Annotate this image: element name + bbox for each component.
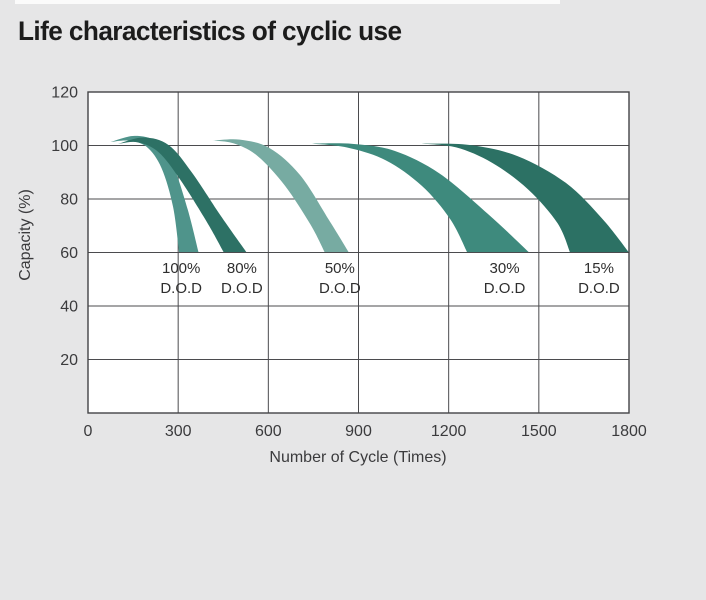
dod-label-percent: 50% — [325, 260, 355, 277]
dod-label-dod: D.O.D — [484, 280, 526, 297]
plot-frame — [87, 91, 630, 414]
y-tick-label: 40 — [60, 299, 78, 316]
band-15-d-o-d — [421, 143, 629, 253]
y-tick-label: 60 — [60, 245, 78, 262]
dod-label-dod: D.O.D — [578, 280, 620, 297]
band-80-d-o-d — [118, 137, 247, 253]
dod-label-percent: 15% — [584, 260, 614, 277]
x-tick-label: 900 — [345, 423, 372, 440]
dod-bands — [110, 135, 629, 253]
x-axis-title: Number of Cycle (Times) — [269, 449, 446, 466]
page-top-highlight — [15, 0, 560, 4]
y-tick-label: 120 — [51, 85, 78, 102]
band-100-d-o-d — [110, 135, 199, 253]
x-tick-label: 300 — [165, 423, 192, 440]
x-tick-label: 1800 — [611, 423, 647, 440]
dod-label-percent: 80% — [227, 260, 257, 277]
x-tick-label: 1200 — [431, 423, 467, 440]
dod-label-dod: D.O.D — [221, 280, 263, 297]
y-axis-ticks: 120 100 80 60 40 20 — [51, 85, 78, 370]
y-tick-label: 100 — [51, 138, 78, 155]
x-tick-label: 0 — [84, 423, 93, 440]
dod-label-dod: D.O.D — [160, 280, 202, 297]
dod-label-percent: 30% — [490, 260, 520, 277]
y-tick-label: 80 — [60, 192, 78, 209]
x-tick-label: 1500 — [521, 423, 557, 440]
x-tick-label: 600 — [255, 423, 282, 440]
y-tick-label: 20 — [60, 352, 78, 369]
x-axis-ticks: 0 300 600 900 1200 1500 1800 — [84, 423, 647, 440]
dod-labels: 100% D.O.D 80% D.O.D 50% D.O.D 30% D.O.D 15% D.O.… — [160, 260, 620, 297]
chart-title: Life characteristics of cyclic use — [18, 16, 402, 46]
y-axis-title: Capacity (%) — [17, 189, 34, 281]
band-50-d-o-d — [212, 139, 349, 253]
dod-label-percent: 100% — [162, 260, 200, 277]
dod-label-dod: D.O.D — [319, 280, 361, 297]
band-30-d-o-d — [311, 143, 530, 253]
